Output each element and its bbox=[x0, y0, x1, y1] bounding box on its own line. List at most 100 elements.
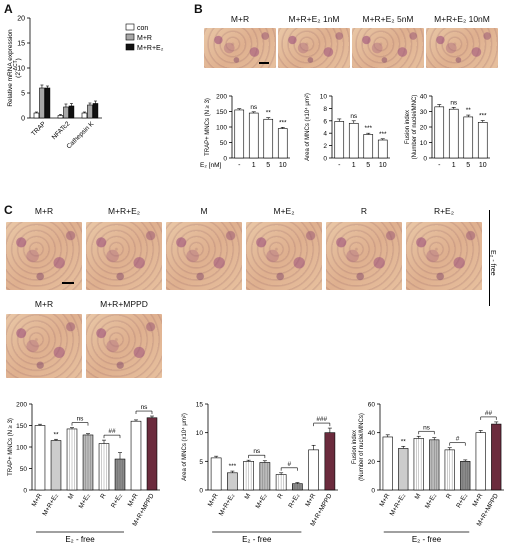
y-tick-label: 50 bbox=[220, 140, 228, 147]
y-axis-label: Relative mRNA expression(2-ΔCT) bbox=[7, 29, 22, 107]
x-tick-label: 10 bbox=[379, 162, 387, 169]
bar-1 bbox=[348, 122, 359, 159]
group-label: E₂ - free bbox=[412, 535, 442, 544]
legend-label: con bbox=[137, 25, 148, 32]
y-tick-label: 10 bbox=[320, 94, 328, 101]
bar-0 bbox=[34, 425, 46, 491]
bar-1 bbox=[448, 108, 459, 159]
y-tick-label: 150 bbox=[216, 109, 227, 116]
bar-6 bbox=[475, 432, 486, 491]
y-tick-label: 10 bbox=[17, 66, 25, 73]
legend-swatch bbox=[125, 23, 135, 31]
x-tick-label: R bbox=[276, 492, 285, 500]
x-tick-label: 5 bbox=[466, 162, 470, 169]
x-tick-label: M bbox=[414, 493, 423, 501]
y-tick-label: 10 bbox=[420, 140, 428, 147]
significance-label: ### bbox=[316, 416, 327, 423]
y-tick-label: 0 bbox=[199, 488, 203, 495]
photo-label-c-4: M+E₂ bbox=[273, 206, 295, 216]
y-tick-label: 0 bbox=[323, 156, 327, 163]
y-axis-label: Fusion index bbox=[352, 430, 358, 464]
y-tick-label: 15 bbox=[17, 41, 25, 48]
bar-NFATc2-M+R+E₂ bbox=[68, 105, 75, 119]
y-axis-label: TRAP+ MNCs (N ≥ 3) bbox=[8, 418, 14, 476]
y-tick-label: 30 bbox=[420, 109, 428, 116]
micrograph-c-8 bbox=[86, 314, 162, 378]
y-tick-label: 200 bbox=[16, 402, 27, 409]
photo-label-c-5: R bbox=[360, 206, 368, 216]
x-tick-label: NFATc2 bbox=[51, 120, 72, 141]
bar-1 bbox=[227, 472, 238, 491]
significance-label: ns bbox=[141, 404, 149, 411]
y-axis-label: Fusion index bbox=[405, 110, 411, 144]
y-tick-label: 100 bbox=[216, 125, 227, 132]
y-tick-label: 40 bbox=[420, 94, 428, 101]
bar-1 bbox=[248, 112, 259, 159]
y-tick-label: 15 bbox=[196, 402, 204, 409]
y-tick-label: 0 bbox=[21, 116, 25, 123]
group-label: E₂ - free bbox=[242, 535, 272, 544]
significance-label: ** bbox=[266, 110, 272, 117]
photo-label-c-6: R+E₂ bbox=[433, 206, 455, 216]
significance-label: ns bbox=[77, 416, 85, 423]
panel-c-chart-fusion: 0 20 40 60 Fusion index (Number of nuclei/MNC… bbox=[352, 402, 504, 544]
x-tick-label: R bbox=[445, 492, 454, 500]
x-axis-label: E₂ [nM] bbox=[200, 162, 222, 169]
x-tick-label: M+E₂ bbox=[78, 492, 92, 510]
x-tick-label: M+E₂ bbox=[255, 492, 269, 510]
bar-0 bbox=[382, 436, 393, 491]
micrograph-c-3 bbox=[166, 222, 242, 290]
bar-0 bbox=[210, 457, 222, 491]
micrograph-b-2 bbox=[278, 28, 350, 68]
bar-TRAP-con bbox=[33, 112, 40, 119]
micrograph-c-1 bbox=[6, 222, 82, 290]
y-tick-label: 40 bbox=[368, 430, 376, 437]
y-tick-label: 50 bbox=[20, 466, 28, 473]
panel-letter-c: C bbox=[4, 203, 13, 217]
x-tick-label: M+R bbox=[127, 492, 140, 508]
y-axis-label: TRAP+ MNCs (N ≥ 3) bbox=[205, 98, 211, 156]
panel-letter-a: A bbox=[4, 2, 13, 16]
photo-label-c-7: M+R bbox=[34, 299, 54, 309]
bar-3 bbox=[477, 122, 488, 159]
x-tick-label: M bbox=[67, 493, 76, 501]
bar-6 bbox=[308, 449, 319, 491]
x-tick-label: 5 bbox=[366, 162, 370, 169]
legend-label: M+R+E₂ bbox=[137, 45, 164, 52]
photo-label-c-2: M+R+E₂ bbox=[107, 206, 141, 216]
significance-label: ns bbox=[350, 113, 358, 120]
y-axis-label: Area of MNCs (x10⁴ μm²) bbox=[304, 93, 311, 161]
bar-1 bbox=[398, 448, 409, 491]
bar-1 bbox=[50, 440, 62, 491]
x-tick-label: M bbox=[244, 493, 253, 501]
bar-Cathepsin K-con bbox=[81, 112, 88, 119]
y-tick-label: 20 bbox=[17, 16, 25, 23]
y-tick-label: 100 bbox=[16, 445, 27, 452]
significance-label: ## bbox=[108, 428, 116, 435]
y-tick-label: 10 bbox=[196, 430, 204, 437]
bar-0 bbox=[434, 106, 445, 159]
x-tick-label: 1 bbox=[452, 162, 456, 169]
significance-label: *** bbox=[279, 119, 287, 126]
photo-label-c-3: M bbox=[200, 206, 208, 216]
x-tick-label: M+R bbox=[31, 492, 44, 508]
legend-swatch bbox=[125, 33, 135, 41]
photo-label-b-2: M+R+E₂ 1nM bbox=[288, 14, 340, 24]
bar-2 bbox=[263, 118, 274, 159]
bar-3 bbox=[277, 128, 288, 159]
micrograph-b-4 bbox=[426, 28, 498, 68]
y-tick-label: 8 bbox=[323, 106, 327, 113]
y-tick-label: 5 bbox=[21, 91, 25, 98]
x-tick-label: M+R bbox=[304, 492, 317, 508]
x-tick-label: R+E₂ bbox=[110, 492, 124, 509]
y-tick-label: 60 bbox=[368, 402, 376, 409]
bar-TRAP-M+R+E₂ bbox=[44, 87, 51, 119]
significance-label: # bbox=[456, 436, 460, 443]
y-tick-label: 4 bbox=[323, 131, 327, 138]
photo-label-c-8: M+R+MPPD bbox=[100, 299, 148, 309]
micrograph-c-4 bbox=[246, 222, 322, 290]
bar-Cathepsin K-M+R+E₂ bbox=[92, 103, 99, 119]
significance-label: *** bbox=[379, 131, 387, 138]
bar-NFATc2-M+R bbox=[63, 106, 69, 119]
